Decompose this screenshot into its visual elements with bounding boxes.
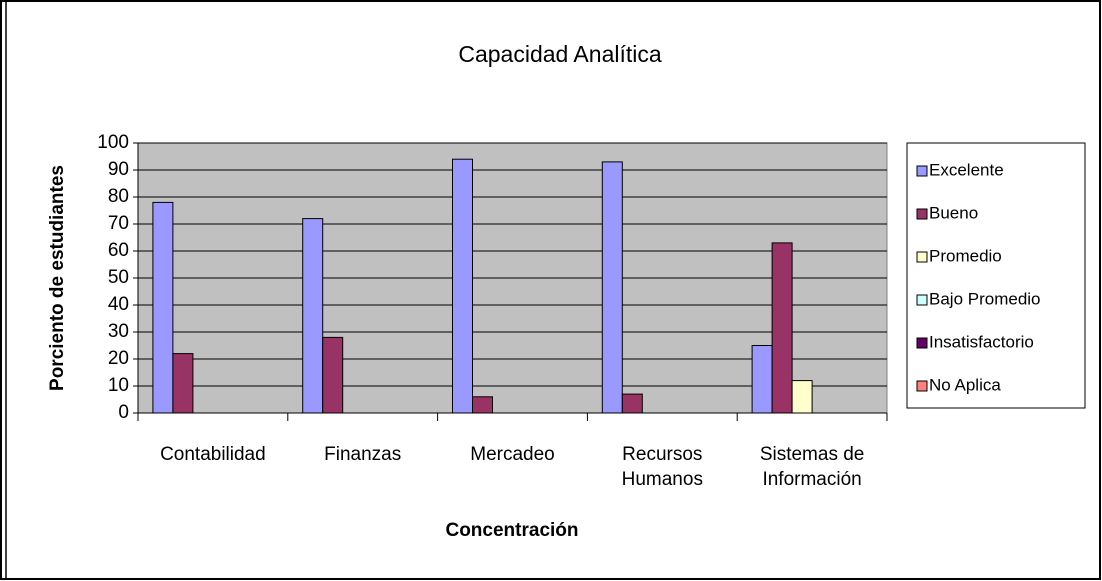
legend-swatch: [916, 294, 928, 306]
y-tick-label: 30: [108, 321, 129, 342]
legend-label: Promedio: [929, 246, 1002, 265]
bar: [172, 353, 194, 414]
y-tick-label: 90: [108, 159, 129, 180]
legend-label: Insatisfactorio: [929, 332, 1034, 351]
y-tick-label: 80: [108, 186, 129, 207]
legend-label: Excelente: [929, 160, 1004, 179]
x-tick-label: Sistemas de Información: [759, 444, 865, 490]
y-tick-label: 10: [108, 375, 129, 396]
bar: [302, 218, 324, 414]
x-tick-label: Finanzas: [324, 444, 402, 465]
legend-swatch: [916, 337, 928, 349]
chart-title: Capacidad Analítica: [458, 41, 662, 67]
bar: [621, 393, 643, 414]
legend-swatch: [916, 380, 928, 392]
y-tick-label: 40: [108, 294, 129, 315]
bar: [771, 242, 793, 414]
bar: [472, 396, 493, 414]
x-axis-title: Concentración: [445, 520, 578, 541]
legend-label: Bajo Promedio: [929, 289, 1041, 308]
bar: [452, 158, 473, 414]
y-tick-label: 60: [108, 240, 129, 261]
legend-label: Bueno: [929, 203, 978, 222]
y-tick-label: 50: [108, 267, 129, 288]
x-tick-label: Mercadeo: [470, 444, 555, 465]
bar: [152, 201, 174, 414]
legend-swatch: [916, 165, 928, 177]
y-axis-title: Porciento de estudiantes: [47, 165, 68, 391]
y-tick-label: 100: [97, 132, 129, 153]
legend-swatch: [916, 208, 928, 220]
bar: [601, 161, 623, 414]
bar: [791, 380, 813, 414]
legend-box: [906, 142, 1086, 409]
y-tick-label: 70: [108, 213, 129, 234]
legend-swatch: [916, 251, 928, 263]
legend-label: No Aplica: [929, 375, 1001, 394]
bar: [751, 345, 773, 414]
y-tick-label: 20: [108, 348, 129, 369]
y-tick-label: 0: [118, 402, 129, 423]
bar: [322, 336, 344, 414]
x-tick-label: Recursos Humanos: [621, 444, 703, 490]
x-tick-label: Contabilidad: [160, 444, 266, 465]
